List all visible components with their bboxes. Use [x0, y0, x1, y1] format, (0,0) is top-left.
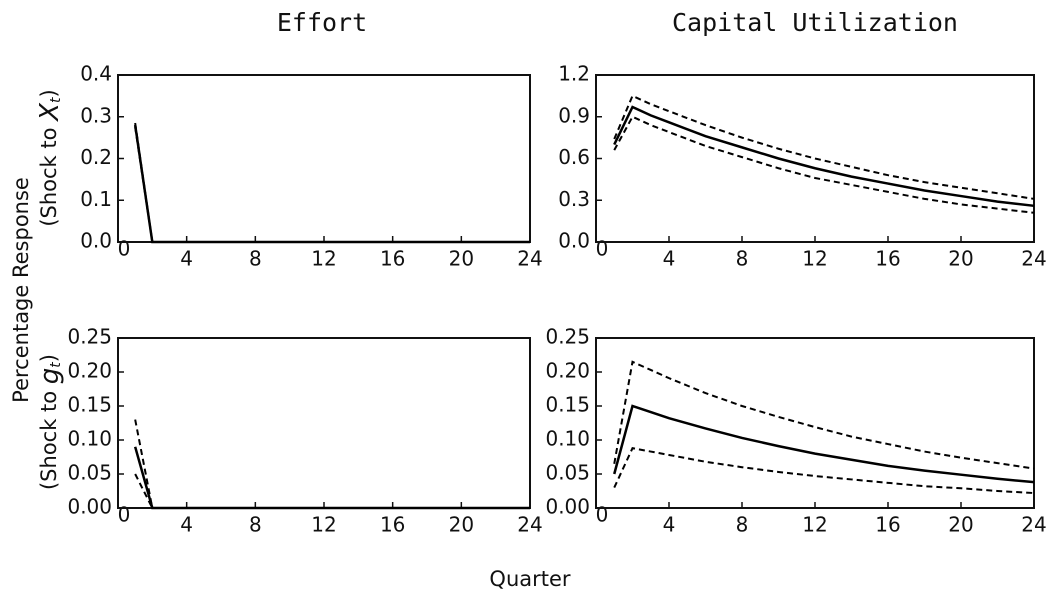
x-tick-label: 12: [802, 513, 827, 537]
y-tick-label: 0.10: [545, 427, 590, 451]
y-tick-label: 0.05: [67, 461, 112, 485]
x-tick-label: 4: [180, 513, 193, 537]
y-axis-label: Percentage Response: [9, 177, 33, 403]
response-line: [133, 124, 530, 244]
band-line: [613, 94, 1035, 200]
y-tick-label: 0.0: [80, 229, 112, 253]
x-tick-label: 20: [948, 513, 973, 537]
y-tick-label: 0.10: [67, 427, 112, 451]
x-tick-label: 0: [596, 237, 609, 261]
y-tick-label: 0.25: [67, 325, 112, 349]
x-tick-label: 8: [249, 247, 262, 271]
x-tick-label: 0: [118, 503, 131, 527]
y-tick-label: 0.05: [545, 461, 590, 485]
y-tick-label: 0.15: [67, 393, 112, 417]
row-label-subscript: t: [48, 97, 64, 103]
band-line: [613, 447, 1035, 495]
band-line: [134, 473, 530, 509]
x-tick-label: 0: [118, 237, 131, 261]
response-line: [133, 446, 530, 510]
x-axis-label: Quarter: [489, 567, 570, 591]
x-tick-label: 20: [948, 247, 973, 271]
x-tick-label: 16: [875, 513, 900, 537]
plot-frame: [117, 74, 531, 243]
row-label-text: (Shock to: [37, 384, 61, 490]
x-tick-label: 12: [311, 247, 336, 271]
x-tick-label: 12: [311, 513, 336, 537]
x-tick-label: 16: [380, 247, 405, 271]
y-tick-label: 0.15: [545, 393, 590, 417]
y-tick-label: 0.00: [67, 495, 112, 519]
y-tick-label: 0.4: [80, 62, 112, 86]
row-label-text: ): [37, 89, 61, 97]
x-tick-label: 4: [663, 247, 676, 271]
y-tick-label: 0.2: [80, 145, 112, 169]
x-tick-label: 0: [596, 503, 609, 527]
x-tick-label: 24: [517, 247, 542, 271]
row-label-text: (Shock to: [37, 121, 61, 227]
band-line: [134, 122, 530, 243]
band-line: [613, 115, 1035, 214]
x-tick-label: 8: [736, 513, 749, 537]
y-tick-label: 0.9: [558, 103, 590, 127]
x-tick-label: 4: [663, 513, 676, 537]
y-tick-label: 0.20: [545, 359, 590, 383]
row-label-symbol: g: [35, 368, 65, 385]
y-tick-label: 0.25: [545, 325, 590, 349]
plot-frame: [117, 337, 531, 509]
x-tick-label: 16: [380, 513, 405, 537]
row-label-subscript: t: [48, 362, 64, 368]
x-tick-label: 16: [875, 247, 900, 271]
y-tick-label: 0.3: [558, 187, 590, 211]
x-tick-label: 12: [802, 247, 827, 271]
plot-frame: [595, 337, 1035, 509]
y-tick-label: 0.00: [545, 495, 590, 519]
x-tick-label: 24: [517, 513, 542, 537]
y-tick-label: 1.2: [558, 62, 590, 86]
band-line: [134, 419, 530, 509]
response-line: [613, 404, 1035, 484]
column-title: Effort: [277, 8, 367, 37]
x-tick-label: 24: [1021, 247, 1046, 271]
row-label-text: ): [37, 354, 61, 362]
row-label-symbol: X: [35, 102, 65, 123]
row-label: (Shock to Xt): [35, 89, 65, 226]
y-tick-label: 0.0: [558, 229, 590, 253]
x-tick-label: 8: [249, 513, 262, 537]
x-tick-label: 24: [1021, 513, 1046, 537]
x-tick-label: 8: [736, 247, 749, 271]
band-line: [613, 360, 1035, 470]
y-tick-label: 0.3: [80, 103, 112, 127]
band-line: [134, 127, 530, 243]
response-line: [613, 105, 1035, 208]
x-tick-label: 20: [449, 247, 474, 271]
x-tick-label: 4: [180, 247, 193, 271]
y-tick-label: 0.20: [67, 359, 112, 383]
y-tick-label: 0.6: [558, 145, 590, 169]
x-tick-label: 20: [449, 513, 474, 537]
row-label: (Shock to gt): [35, 354, 65, 490]
column-title: Capital Utilization: [672, 8, 958, 37]
y-tick-label: 0.1: [80, 187, 112, 211]
